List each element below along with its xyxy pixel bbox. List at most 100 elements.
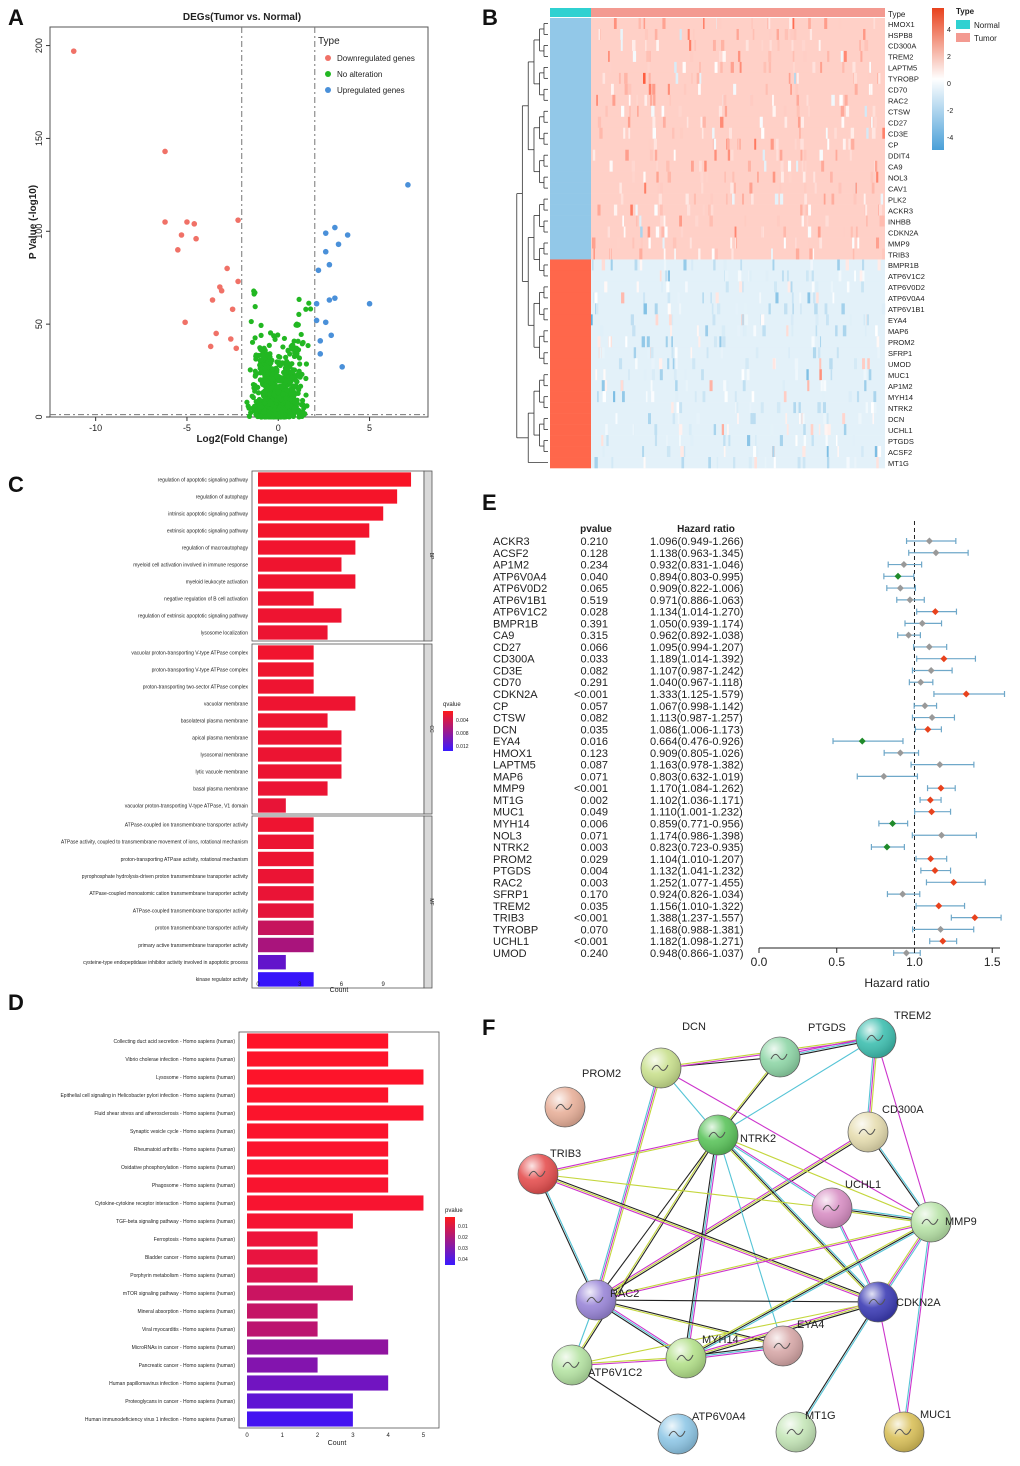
volcano-point-none (266, 342, 272, 348)
volcano-point-down (213, 330, 219, 337)
heatmap-speckle (788, 171, 792, 183)
heatmap-gene-label: CDKN2A (888, 228, 918, 237)
heatmap-speckle (681, 457, 685, 469)
forest-gene-label: ATP6V1B1 (493, 595, 547, 607)
go-bar (258, 472, 412, 487)
forest-pvalue: 0.035 (580, 901, 608, 913)
heatmap-speckle (592, 149, 596, 161)
heatmap-speckle (874, 446, 878, 458)
heatmap-tumor-cell (591, 391, 885, 403)
heatmap-speckle (803, 435, 807, 447)
heatmap-speckle (739, 61, 742, 74)
volcano-point-none (255, 352, 261, 359)
heatmap-speckle (768, 61, 772, 74)
heatmap-gene-label: CD70 (888, 86, 907, 95)
heatmap-speckle (812, 347, 817, 359)
heatmap-speckle (795, 83, 799, 96)
volcano-point-down (233, 345, 240, 352)
network-node-label: ATP6V1C2 (588, 1367, 642, 1379)
go-term-label: regulation of autophagy (196, 494, 249, 500)
network-node-gloss (698, 1115, 738, 1155)
heatmap-speckle (696, 72, 700, 85)
heatmap-speckle (713, 424, 717, 436)
heatmap-speckle (776, 149, 779, 161)
heatmap-tumor-cell (591, 314, 885, 326)
volcano-point-down (209, 297, 216, 303)
heatmap-speckle (799, 292, 802, 304)
network-edge (875, 1037, 932, 1223)
heatmap-speckle (651, 391, 655, 403)
heatmap-speckle (854, 457, 857, 469)
forest-hr-text: 1.156(1.010-1.322) (650, 901, 744, 913)
heatmap-speckle (846, 457, 850, 469)
heatmap-speckle (771, 248, 773, 260)
heatmap-speckle (702, 292, 704, 304)
heatmap-speckle (782, 380, 786, 392)
forest-hr-text: 0.664(0.476-0.926) (650, 736, 744, 748)
volcano-point-up (344, 232, 351, 238)
heatmap-speckle (811, 281, 815, 293)
network-edge (595, 1299, 879, 1303)
heatmap-gene-label: SFRP1 (888, 349, 912, 358)
heatmap-speckle (666, 160, 670, 172)
go-bar (258, 954, 286, 970)
heatmap-tumor-cell (591, 182, 885, 194)
heatmap-speckle (749, 270, 752, 282)
heatmap-tumor-cell (591, 347, 885, 359)
heatmap-speckle (711, 303, 714, 315)
go-term-label: ATPase-coupled monoatomic cation transme… (89, 891, 248, 897)
network-edge (683, 1134, 717, 1358)
heatmap-speckle (756, 446, 759, 458)
heatmap-speckle (714, 149, 717, 161)
heatmap-speckle (836, 347, 839, 359)
forest-pvalue: 0.057 (580, 701, 608, 713)
heatmap-speckle (648, 72, 651, 85)
heatmap-speckle (615, 413, 618, 425)
heatmap-speckle (645, 391, 648, 403)
forest-pvalue: <0.001 (574, 689, 608, 701)
heatmap-speckle (813, 171, 816, 183)
heatmap-speckle (680, 226, 684, 238)
heatmap-speckle (671, 402, 674, 414)
heatmap-speckle (668, 314, 672, 326)
volcano-point-none (250, 394, 256, 401)
volcano-point-up (322, 248, 329, 255)
heatmap-tumor-cell (591, 61, 885, 74)
heatmap-gene-label: CP (888, 141, 898, 150)
volcano-point-none (280, 344, 286, 350)
heatmap-speckle (723, 259, 727, 271)
heatmap-speckle (726, 138, 730, 151)
volcano-point-down (193, 235, 199, 242)
heatmap-normal-cell (550, 237, 591, 249)
heatmap-speckle (787, 270, 789, 282)
kegg-term-label: Rheumatoid arthritis - Homo sapiens (hum… (134, 1147, 235, 1153)
heatmap-tumor-cell (591, 457, 885, 469)
heatmap-speckle (844, 94, 848, 107)
heatmap-speckle (815, 325, 818, 337)
forest-gene-label: UCHL1 (493, 936, 529, 948)
heatmap-speckle (701, 127, 704, 140)
kegg-legend-tick-2: 0.02 (458, 1235, 468, 1241)
volcano-point-up (317, 338, 324, 344)
heatmap-speckle (760, 314, 765, 326)
heatmap-speckle (751, 193, 754, 205)
heatmap-speckle (620, 39, 623, 52)
network-edge (596, 1132, 870, 1302)
heatmap-speckle (659, 369, 663, 381)
heatmap-speckle (772, 171, 776, 183)
heatmap-speckle (817, 347, 821, 359)
heatmap-speckle (819, 336, 822, 348)
heatmap-speckle (791, 325, 794, 337)
forest-hr-text: 1.096(0.949-1.266) (650, 536, 744, 548)
heatmap-speckle (882, 127, 885, 140)
heatmap-speckle (705, 171, 709, 183)
heatmap-normal-cell (550, 248, 591, 260)
heatmap-tumor-cell (591, 424, 885, 436)
network-node-gloss (884, 1412, 924, 1452)
heatmap-speckle (628, 127, 631, 140)
heatmap-speckle (842, 138, 846, 151)
volcano-ytick-label: 200 (34, 38, 44, 53)
heatmap-speckle (755, 347, 759, 359)
network-node-label: MUC1 (920, 1409, 951, 1421)
